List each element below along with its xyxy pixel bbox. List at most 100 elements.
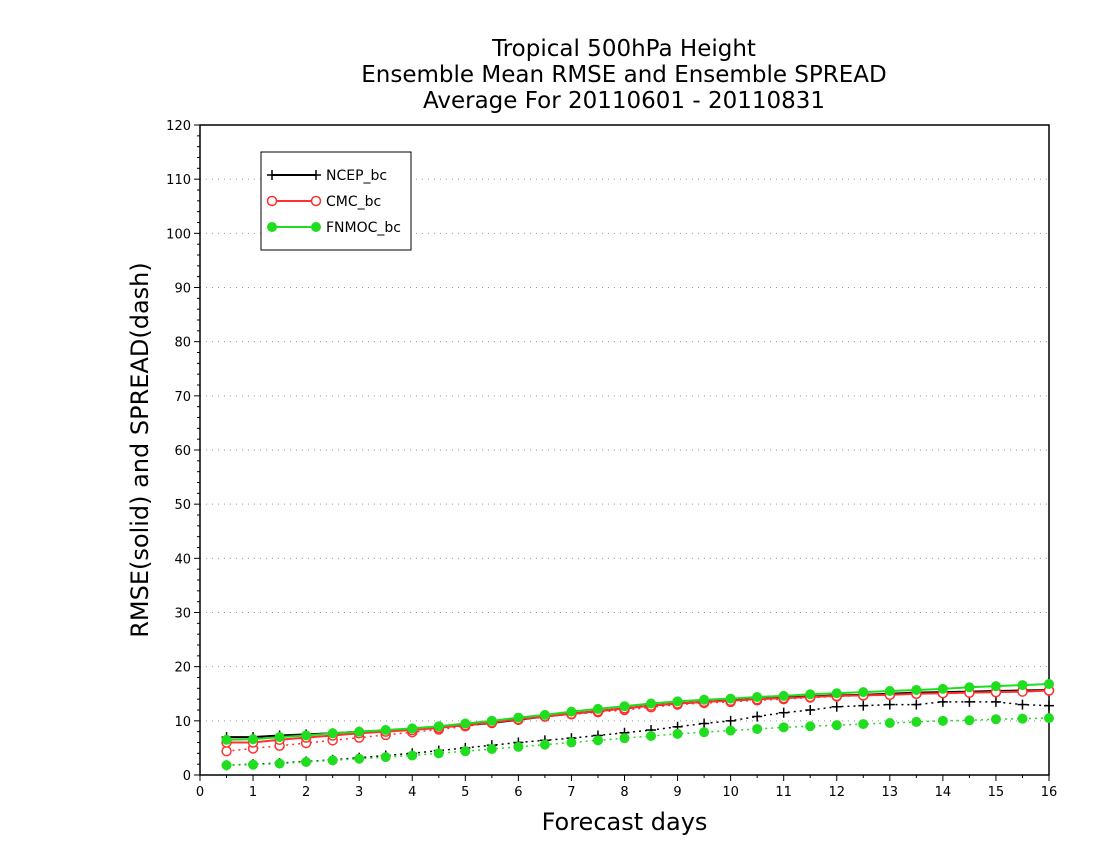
x-tick-label: 6 bbox=[514, 785, 522, 800]
rmse-point-fnmoc-bc bbox=[831, 688, 842, 699]
rmse-point-fnmoc-bc bbox=[778, 690, 789, 701]
spread-point-fnmoc-bc bbox=[221, 760, 232, 771]
y-tick-label: 80 bbox=[174, 336, 191, 351]
rmse-point-fnmoc-bc bbox=[592, 703, 603, 714]
spread-point-fnmoc-bc bbox=[433, 748, 444, 759]
rmse-point-fnmoc-bc bbox=[699, 694, 710, 705]
spread-point-fnmoc-bc bbox=[486, 744, 497, 754]
spread-point-fnmoc-bc bbox=[672, 728, 683, 739]
spread-point-fnmoc-bc bbox=[619, 733, 630, 744]
spread-point-fnmoc-bc bbox=[407, 750, 418, 761]
spread-point-fnmoc-bc bbox=[725, 725, 736, 736]
rmse-point-fnmoc-bc bbox=[937, 683, 948, 694]
rmse-point-fnmoc-bc bbox=[619, 701, 630, 712]
legend-marker-end-ncep-bc bbox=[311, 170, 321, 180]
x-tick-label: 16 bbox=[1041, 785, 1058, 800]
grid-lines bbox=[200, 178, 1049, 722]
spread-point-fnmoc-bc bbox=[566, 737, 577, 748]
rmse-line-ncep-bc bbox=[226, 688, 1050, 739]
x-tick-label: 3 bbox=[355, 785, 363, 800]
x-tick-label: 11 bbox=[775, 785, 792, 800]
spread-point-ncep-bc bbox=[831, 701, 842, 712]
rmse-line-cmc-bc bbox=[226, 689, 1050, 744]
rmse-point-fnmoc-bc bbox=[460, 718, 471, 729]
rmse-point-fnmoc-bc bbox=[725, 693, 736, 704]
spread-point-fnmoc-bc bbox=[778, 722, 789, 733]
rmse-point-fnmoc-bc bbox=[646, 698, 657, 709]
spread-point-fnmoc-bc bbox=[513, 741, 524, 752]
spread-point-fnmoc-bc bbox=[937, 715, 948, 726]
spread-point-fnmoc-bc bbox=[831, 720, 842, 731]
spread-line-fnmoc-bc bbox=[226, 717, 1050, 766]
spread-point-fnmoc-bc bbox=[301, 757, 312, 767]
series-group bbox=[221, 679, 1055, 771]
y-tick-label: 110 bbox=[166, 173, 191, 188]
rmse-point-fnmoc-bc bbox=[539, 709, 550, 720]
legend: NCEP_bc CMC_bc FNMOC_bc bbox=[260, 151, 412, 251]
spread-point-ncep-bc bbox=[884, 699, 895, 710]
spread-point-fnmoc-bc bbox=[884, 718, 895, 728]
spread-point-fnmoc-bc bbox=[539, 739, 550, 750]
x-tick-label: 4 bbox=[408, 785, 416, 800]
x-tick-label: 12 bbox=[828, 785, 845, 800]
spread-point-fnmoc-bc bbox=[1017, 713, 1028, 724]
spread-point-ncep-bc bbox=[964, 696, 975, 707]
spread-point-ncep-bc bbox=[911, 699, 922, 710]
y-tick-label: 60 bbox=[174, 444, 191, 459]
x-tick-label: 0 bbox=[196, 785, 204, 800]
x-tick-label: 15 bbox=[988, 785, 1005, 800]
x-tick-label: 10 bbox=[722, 785, 739, 800]
rmse-point-fnmoc-bc bbox=[354, 726, 365, 737]
rmse-point-fnmoc-bc bbox=[805, 689, 816, 700]
x-axis-label: Forecast days bbox=[541, 808, 708, 836]
rmse-point-fnmoc-bc bbox=[513, 712, 524, 723]
legend-box bbox=[260, 151, 412, 251]
spread-point-cmc-bc bbox=[221, 745, 232, 757]
spread-point-fnmoc-bc bbox=[805, 721, 816, 732]
rmse-point-fnmoc-bc bbox=[752, 692, 763, 702]
spread-point-fnmoc-bc bbox=[964, 715, 975, 726]
rmse-point-fnmoc-bc bbox=[407, 723, 418, 734]
y-tick-label: 70 bbox=[174, 390, 191, 405]
rmse-point-fnmoc-bc bbox=[858, 687, 869, 698]
legend-marker-start-cmc-bc bbox=[266, 195, 278, 207]
rmse-point-fnmoc-bc bbox=[486, 715, 497, 726]
x-tick-label: 7 bbox=[567, 785, 575, 800]
spread-point-fnmoc-bc bbox=[858, 719, 869, 730]
spread-point-ncep-bc bbox=[699, 718, 710, 729]
legend-label-ncep-bc: NCEP_bc bbox=[326, 168, 387, 184]
x-tick-label: 8 bbox=[620, 785, 628, 800]
spread-point-fnmoc-bc bbox=[1044, 713, 1054, 724]
spread-point-fnmoc-bc bbox=[911, 716, 922, 727]
spread-point-ncep-bc bbox=[937, 696, 948, 707]
legend-label-fnmoc-bc: FNMOC_bc bbox=[326, 220, 401, 236]
y-axis-label: RMSE(solid) and SPREAD(dash) bbox=[126, 262, 154, 638]
spread-point-fnmoc-bc bbox=[646, 731, 657, 741]
y-tick-label: 40 bbox=[174, 552, 191, 567]
y-tick-label: 30 bbox=[174, 607, 191, 622]
x-tick-label: 2 bbox=[302, 785, 310, 800]
spread-point-fnmoc-bc bbox=[327, 755, 338, 766]
spread-point-ncep-bc bbox=[805, 705, 816, 715]
rmse-point-fnmoc-bc bbox=[380, 725, 391, 736]
spread-point-fnmoc-bc bbox=[248, 759, 259, 770]
chart-title-line-3: Average For 20110601 - 20110831 bbox=[422, 88, 826, 114]
spread-point-ncep-bc bbox=[725, 715, 736, 726]
y-tick-label: 90 bbox=[174, 282, 191, 297]
y-tick-label: 10 bbox=[174, 715, 191, 730]
legend-marker-start-fnmoc-bc bbox=[267, 222, 277, 232]
rmse-point-fnmoc-bc bbox=[327, 728, 338, 739]
spread-line-cmc-bc bbox=[226, 689, 1050, 752]
spread-point-ncep-bc bbox=[1017, 699, 1028, 710]
chart-title-line-2: Ensemble Mean RMSE and Ensemble SPREAD bbox=[361, 62, 887, 88]
legend-label-cmc-bc: CMC_bc bbox=[326, 194, 381, 210]
rmse-point-fnmoc-bc bbox=[990, 681, 1001, 692]
x-tick-label: 13 bbox=[882, 785, 899, 800]
spread-point-fnmoc-bc bbox=[752, 723, 763, 734]
y-tick-label: 50 bbox=[174, 498, 191, 513]
rmse-point-fnmoc-bc bbox=[911, 684, 922, 695]
spread-point-fnmoc-bc bbox=[990, 714, 1001, 725]
spread-point-ncep-bc bbox=[1044, 700, 1054, 711]
